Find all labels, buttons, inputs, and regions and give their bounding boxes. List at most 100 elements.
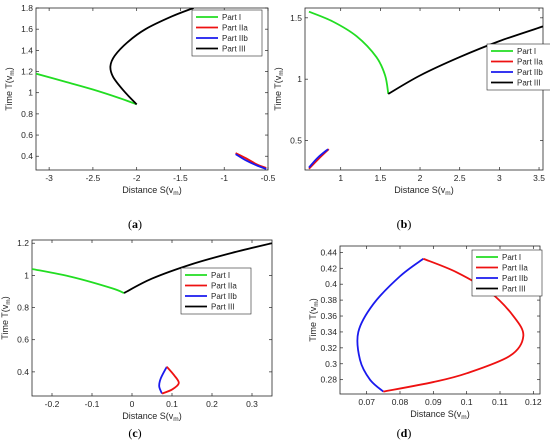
y-tick-label: 0.4 [21,151,33,161]
y-tick-label: 0.6 [21,130,33,140]
y-tick-label: 1.6 [21,24,33,34]
x-axis-label: Distance S(vm) [410,409,469,421]
panel-caption: (c) [128,426,141,440]
caption-letter: a [132,217,138,231]
x-axis-label-end: ) [179,185,182,195]
y-tick-label: 0.6 [17,335,29,345]
legend-label: Part IIa [211,282,237,291]
x-tick-label: 0.11 [492,397,508,407]
x-tick-label: -0.5 [261,173,276,183]
caption-letter: d [401,426,408,440]
x-tick-label: -1.5 [173,173,188,183]
x-axis-label-sub: m [173,416,178,423]
x-tick-label: -0.1 [85,399,100,409]
x-axis-label-main: Distance S(v [394,185,446,195]
caption-paren-close: ) [138,426,142,440]
y-tick-label: 0.32 [320,343,337,353]
y-tick-label: 0.44 [320,247,337,257]
y-tick-label: 1.4 [21,45,33,55]
y-axis-label-sub: m [278,70,285,75]
x-tick-label: -2.5 [86,173,101,183]
caption-paren-open: ( [397,217,401,231]
x-tick-label: -3 [45,173,53,183]
legend-label: Part I [517,47,536,56]
series-line-part-iia [235,152,267,169]
series-line-part-iii [109,8,194,105]
legend-label: Part IIb [517,68,543,77]
panel-d: 0.07 0.08 0.09 0.1 0.11 0.12 0.28 0.3 0.32 0.34 0.… [308,245,543,440]
x-tick-label: -2 [133,173,141,183]
y-tick-label: 0.38 [320,295,337,305]
x-tick-label: 0.12 [525,397,542,407]
legend-label: Part I [211,271,230,280]
series-line-part-iii [123,242,272,294]
y-tick-label: 0.8 [17,303,29,313]
y-axis-label-sub: m [5,299,12,304]
y-tick-label: 1.5 [290,13,302,23]
series-line-part-i [36,72,137,106]
curves-c [32,242,272,395]
legend-label: Part IIb [211,292,237,301]
caption-paren-open: ( [128,426,132,440]
x-tick-label: 0 [130,399,135,409]
x-tick-label: 0.08 [392,397,409,407]
x-tick-label: 3 [497,173,502,183]
y-axis-label-end: ) [0,296,10,299]
x-axis-label-sub: m [461,414,466,421]
x-tick-label: 1 [338,173,343,183]
series-line-part-i [32,268,125,294]
y-tick-label: 1.2 [21,67,33,77]
y-tick-label: 0.42 [320,263,337,273]
y-axis-label-sub: m [313,301,320,306]
legend-label: Part I [502,253,521,262]
caption-paren-close: ) [407,217,411,231]
series-line-part-iib [235,153,267,170]
x-tick-label: 0.1 [166,399,178,409]
x-axis-label-end: ) [451,185,454,195]
x-tick-label: 0.3 [246,399,258,409]
x-tick-label: 0.2 [206,399,218,409]
x-tick-label: -0.2 [45,399,60,409]
x-tick-label: 3.5 [533,173,545,183]
y-axis-label: Time T(vm) [308,298,320,341]
legend-label: Part IIa [517,58,543,67]
x-tick-label: 0.1 [461,397,473,407]
x-tick-label: 2.5 [454,173,466,183]
y-axis-label-main: Time T(v [0,304,10,339]
panel-a: -3 -2.5 -2 -1.5 -1 -0.5 0.4 0.6 0.8 1 1.2 1.4 1.6 1.8… [4,3,276,231]
series-line-part-iib [308,148,329,169]
x-axis-label-sub: m [445,190,450,197]
x-tick-label: -1 [220,173,228,183]
y-tick-label: 0.34 [320,327,337,337]
y-tick-label: 0.4 [17,367,29,377]
legend-label: Part III [222,45,246,54]
y-tick-label: 0.36 [320,311,337,321]
y-tick-label: 0.4 [325,279,337,289]
panel-c: -0.2 -0.1 0 0.1 0.2 0.3 0.4 0.6 0.8 1 1.2 Distance … [0,238,273,440]
panel-caption: (d) [397,426,412,440]
x-axis-label-main: Distance S(v [122,185,174,195]
y-axis-label-end: ) [4,67,14,70]
legend-label: Part III [211,303,235,312]
x-axis-label-end: ) [467,409,470,419]
legend-label: Part III [502,285,526,294]
y-axis-label: Time T(vm) [0,296,12,339]
y-tick-label: 1.2 [17,238,29,248]
y-axis-label-main: Time T(v [4,75,14,110]
caption-paren-close: ) [138,217,142,231]
panel-caption: (b) [397,217,412,231]
y-tick-label: 1 [28,88,33,98]
x-tick-label: 1.5 [374,173,386,183]
x-tick-label: 0.07 [358,397,375,407]
caption-paren-open: ( [128,217,132,231]
legend-label: Part IIa [502,264,528,273]
caption-letter: c [132,426,138,440]
y-axis-label-sub: m [9,70,16,75]
caption-paren-open: ( [397,426,401,440]
y-tick-label: 1 [297,74,302,84]
curves-d [356,257,525,393]
x-axis-label: Distance S(vm) [122,185,181,197]
y-tick-label: 1.8 [21,3,33,13]
series-line-part-iib [158,366,168,394]
